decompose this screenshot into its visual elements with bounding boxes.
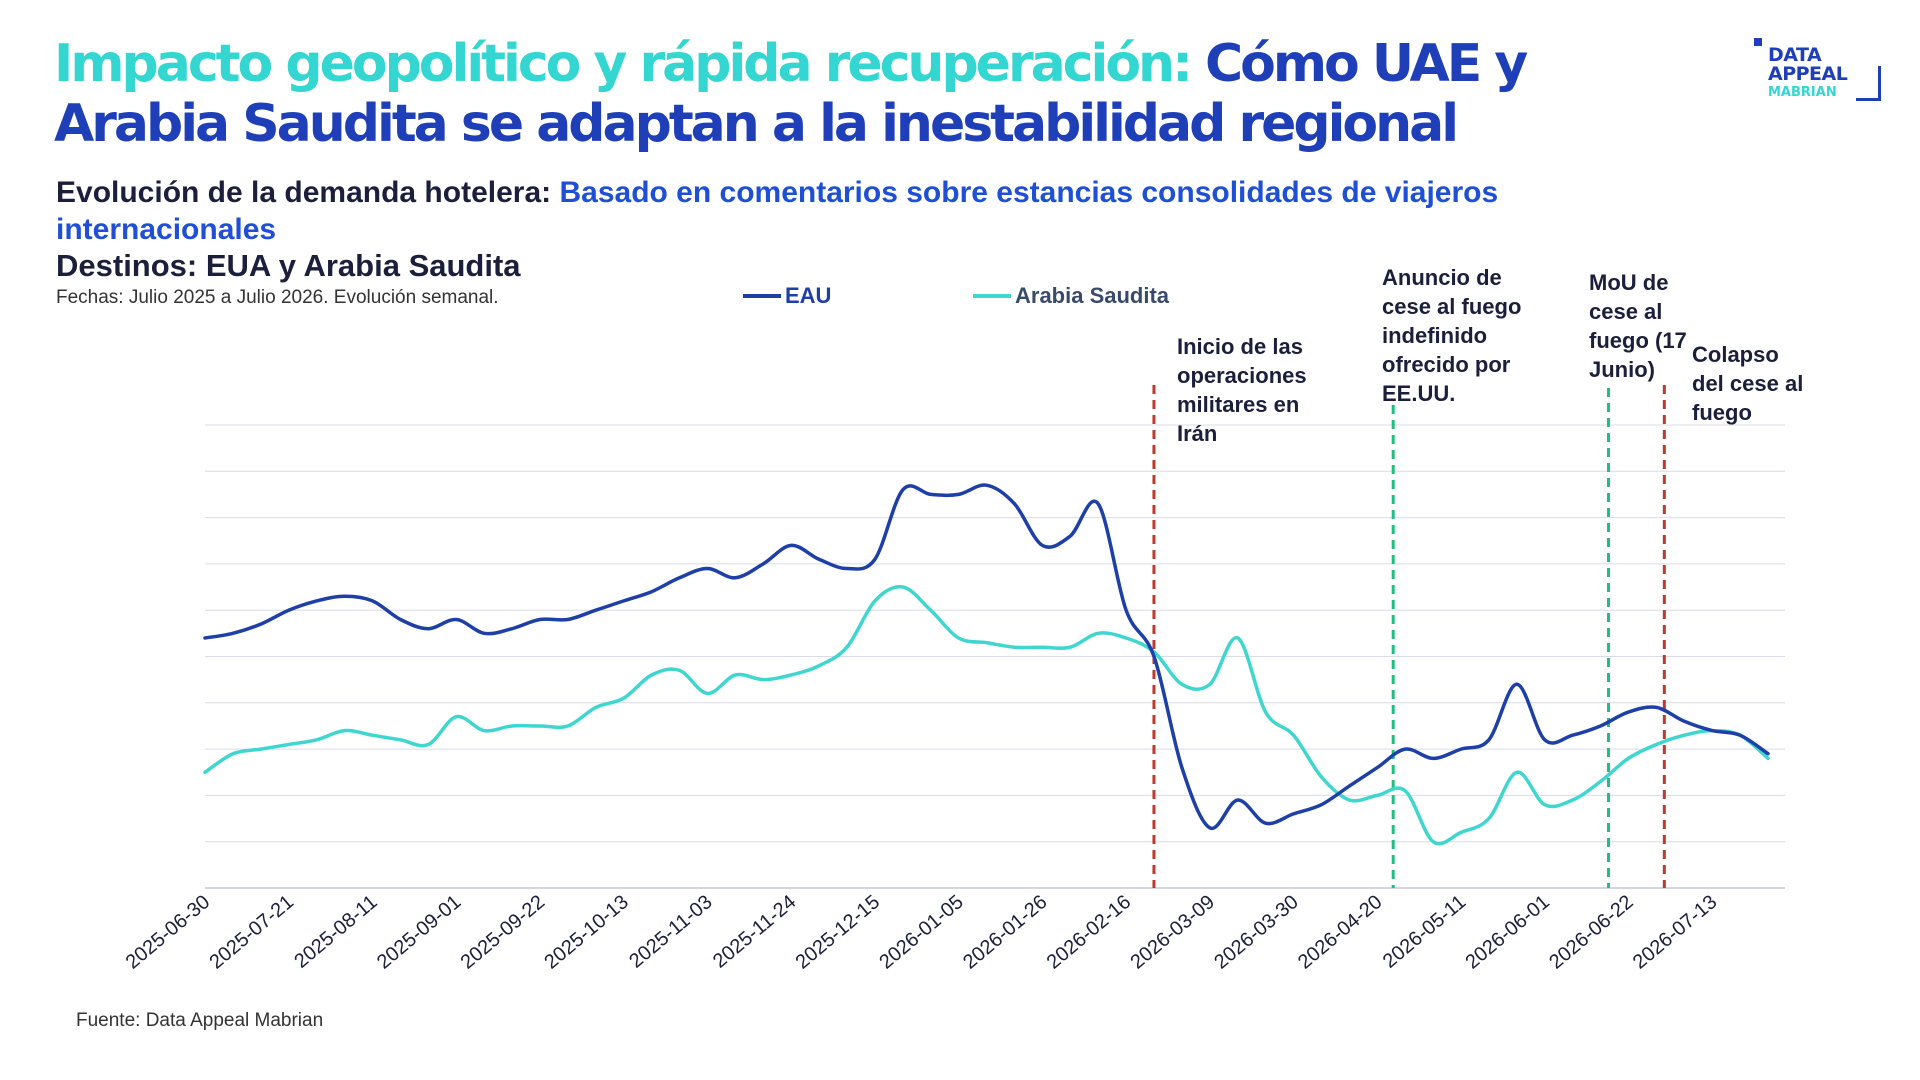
event-label-line: Inicio de las [1177,334,1303,359]
event-label-line: EE.UU. [1382,381,1455,406]
source-note: Fuente: Data Appeal Mabrian [76,1010,324,1031]
x-tick-label: 2025-07-21 [205,891,298,974]
x-tick-label: 2026-01-26 [959,891,1052,974]
event-label-line: indefinido [1382,323,1487,348]
grid-lines [205,424,1785,889]
event-label-line: Junio) [1589,357,1655,382]
logo-line1: DATA [1768,44,1822,66]
headline: Impacto geopolítico y rápida recuperació… [54,34,1694,154]
logo-line3: MABRIAN [1768,85,1837,100]
x-tick-label: 2026-03-09 [1126,891,1219,974]
headline-part2: Cómo UAE y Arabia Saudita se adaptan a l… [54,34,1528,154]
logo-dot-icon [1754,38,1762,46]
subtitle-bold: Evolución de la demanda hotelera: [56,176,552,209]
event-label: MoU de cese al fuego (17 Junio) [1589,270,1687,382]
x-tick-label: 2025-09-22 [457,891,550,974]
event-label-line: MoU de [1589,270,1668,295]
x-tick-label: 2026-03-30 [1210,891,1303,974]
logo-bracket-icon [1856,66,1881,101]
event-label: Colapso del cese al fuego [1692,342,1803,425]
series-lines [203,483,1770,846]
event-label-line: cese al [1589,299,1662,324]
event-label-line: fuego (17 [1589,328,1687,353]
x-tick-label: 2026-06-01 [1461,891,1554,974]
event-label-line: Colapso [1692,342,1779,367]
x-tick-label: 2026-07-13 [1629,891,1722,974]
x-tick-label: 2026-06-22 [1545,891,1638,974]
event-label-line: cese al fuego [1382,294,1521,319]
event-label: Anuncio de cese al fuego indefinido ofrecid… [1382,265,1521,406]
x-tick-label: 2026-02-16 [1043,891,1136,974]
x-tick-label: 2026-05-11 [1379,891,1470,973]
x-tick-label: 2025-06-30 [122,891,215,974]
x-tick-label: 2025-11-03 [625,891,716,973]
x-tick-label: 2025-12-15 [792,891,885,974]
x-tick-label: 2025-11-24 [709,891,800,973]
legend: EAU Arabia Saudita [743,283,1170,308]
chart-subtitle: Evolución de la demanda hotelera: Basado… [56,174,1656,248]
series-line-eau [203,483,1770,830]
x-tick-label: 2025-08-11 [290,891,381,973]
event-label-line: ofrecido por [1382,352,1511,377]
destinations-label: Destinos: EUA y Arabia Saudita [56,248,521,283]
event-label-line: del cese al [1692,371,1803,396]
legend-label: EAU [785,283,831,308]
event-label-line: fuego [1692,400,1752,425]
x-axis-ticks: 2025-06-302025-07-212025-08-112025-09-01… [122,891,1722,974]
event-label-line: Irán [1177,421,1217,446]
event-label-line: operaciones [1177,363,1307,388]
x-tick-label: 2025-10-13 [540,891,633,974]
event-label-line: militares en [1177,392,1299,417]
dates-note: Fechas: Julio 2025 a Julio 2026. Evoluci… [56,287,499,308]
series-line-arabia-saudita [203,585,1770,846]
x-tick-label: 2025-09-01 [373,891,466,974]
event-label: Inicio de las operaciones militares en Irán [1177,334,1307,446]
data-appeal-logo: DATA APPEAL MABRIAN [1752,36,1892,106]
legend-label: Arabia Saudita [1015,283,1170,308]
x-tick-label: 2026-04-20 [1294,891,1387,974]
headline-part1: Impacto geopolítico y rápida recuperació… [54,34,1193,94]
x-tick-label: 2026-01-05 [875,891,968,974]
event-markers: Inicio de las operaciones militares en Irán… [1152,265,1803,888]
subtitle-blue: Basado en comentarios sobre estancias co… [56,176,1499,246]
logo-line2: APPEAL [1768,63,1848,85]
event-label-line: Anuncio de [1382,265,1502,290]
